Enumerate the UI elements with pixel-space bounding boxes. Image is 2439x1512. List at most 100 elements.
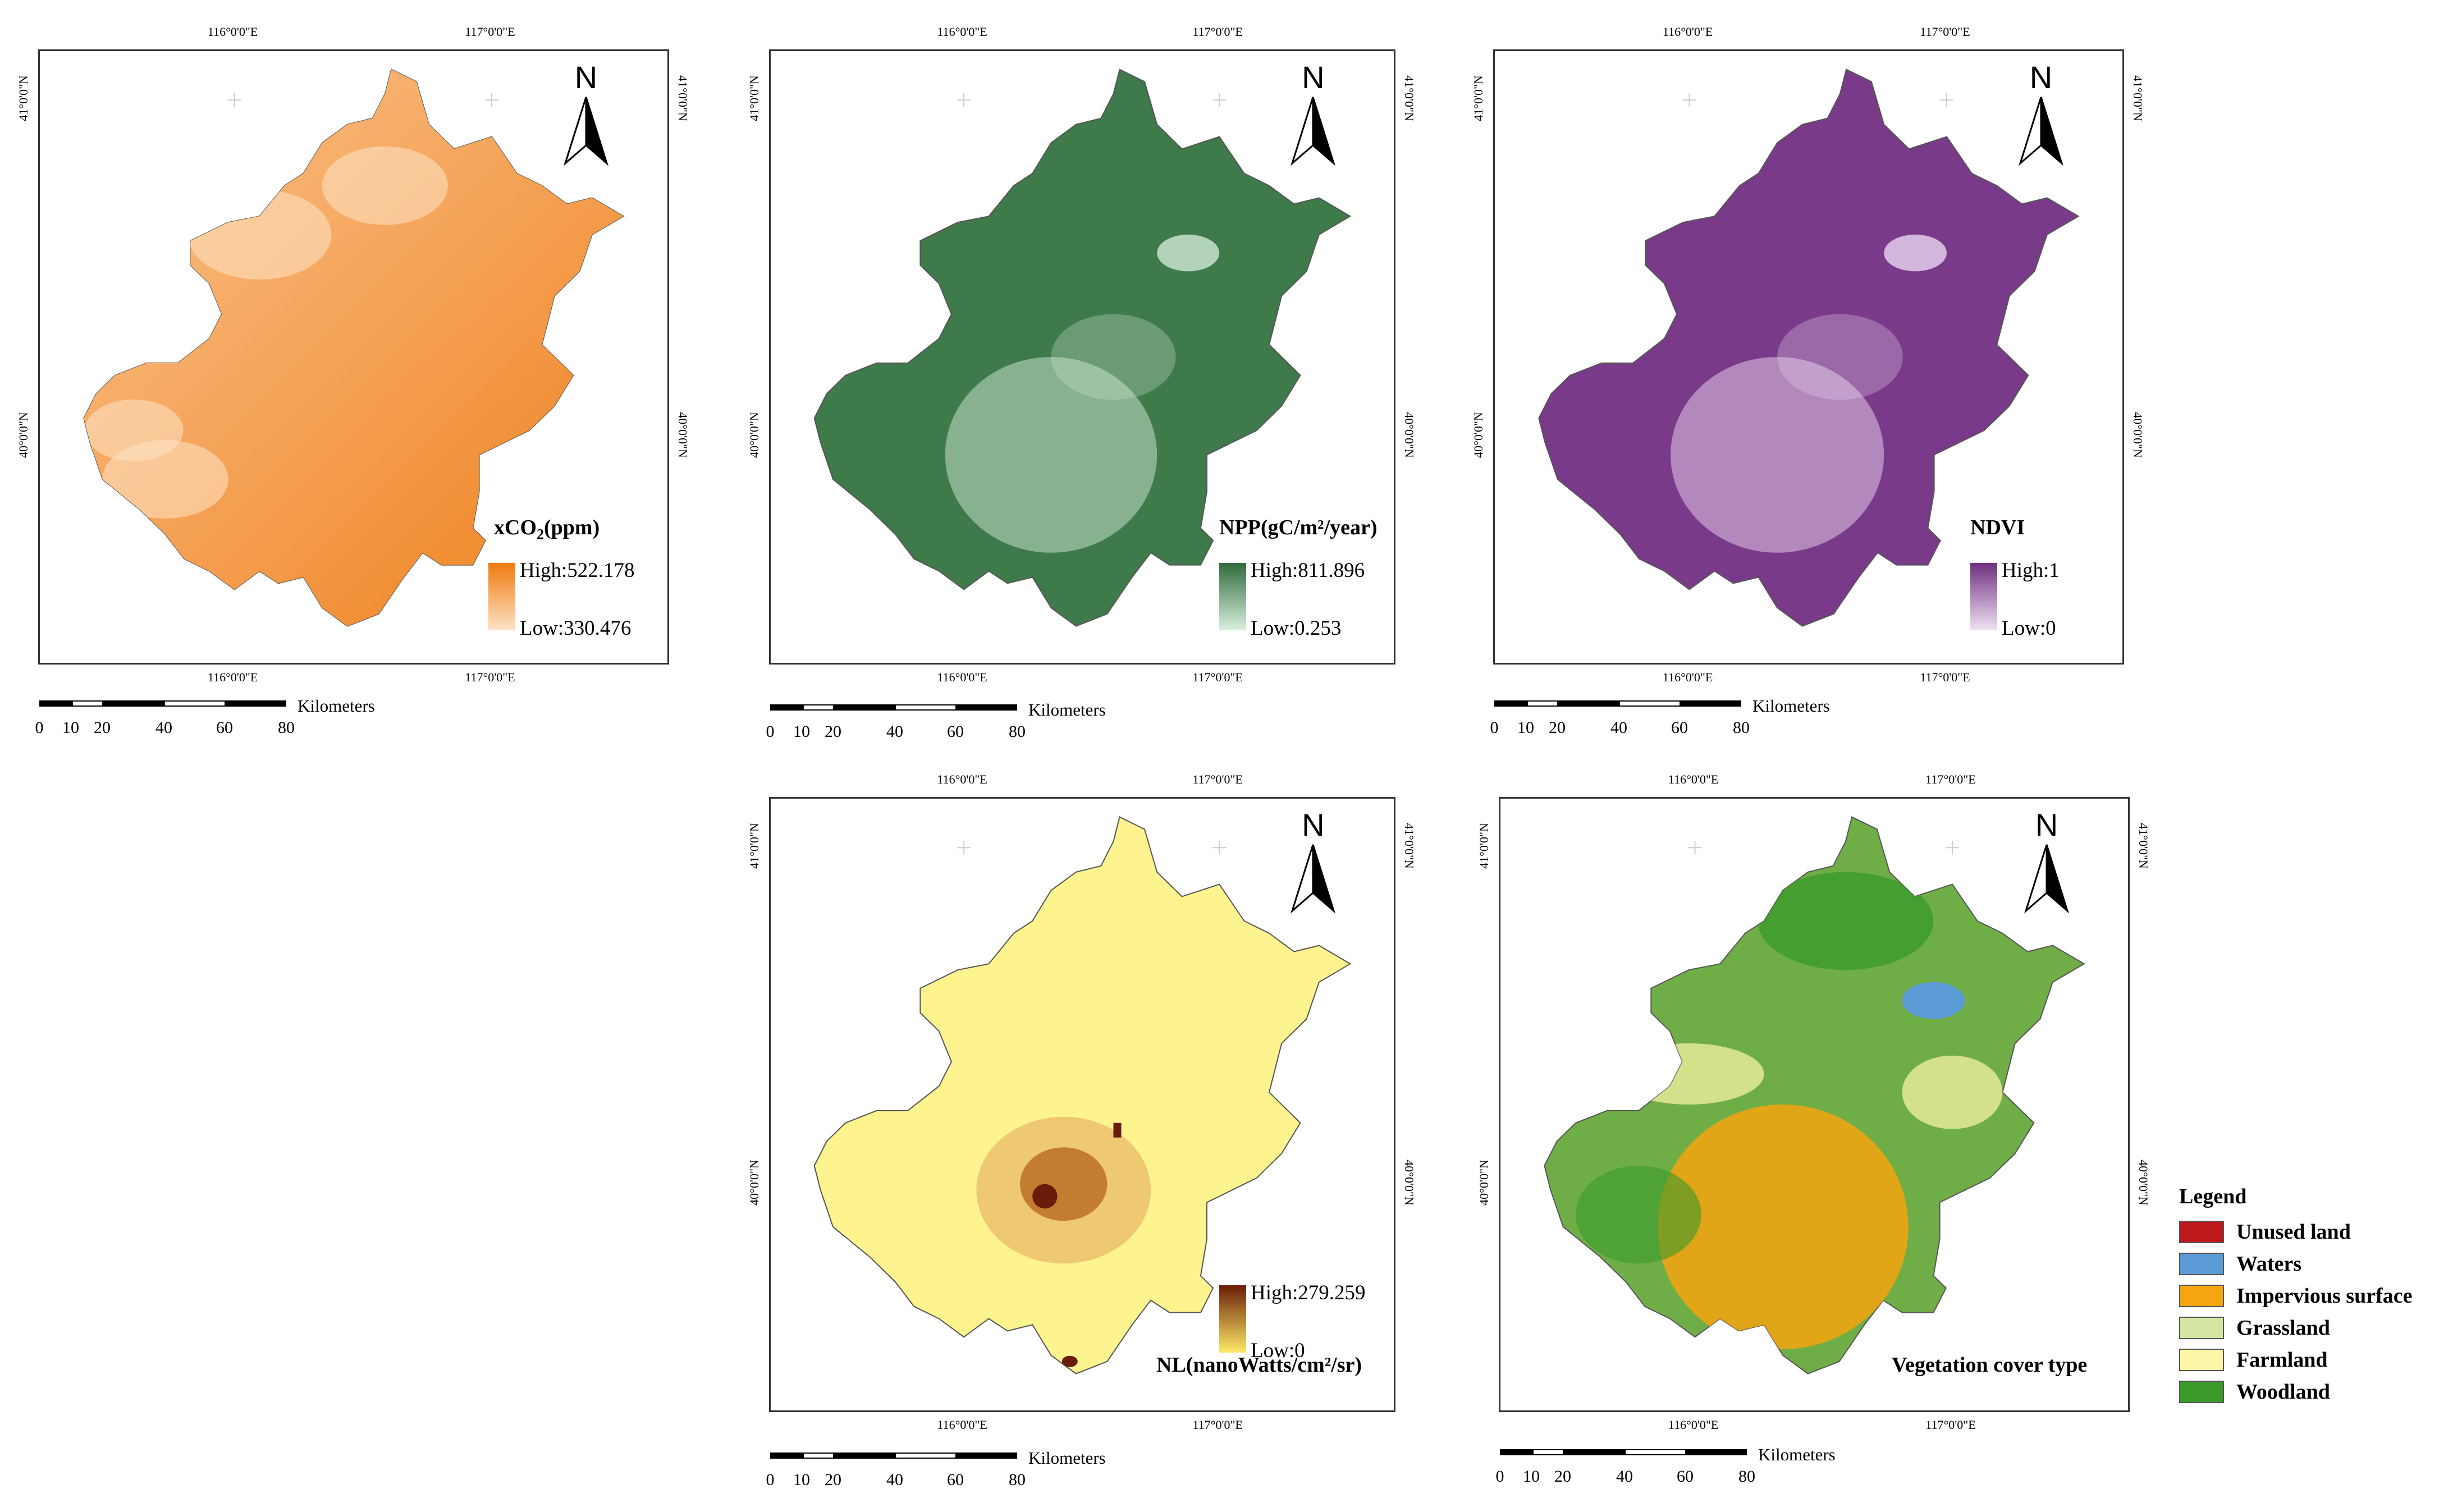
scale-tick-label: 80 [1009, 722, 1026, 741]
scale-tick-label: 20 [94, 718, 111, 737]
left-latitude-41-label: 41°0'0"N [747, 75, 761, 122]
scale-tick-label: 10 [793, 1470, 810, 1489]
map-title: NDVI [1970, 516, 2025, 539]
beijing-region-map [83, 68, 625, 627]
scale-tick-label: 0 [766, 722, 775, 741]
color-ramp-low-label: Low:330.476 [520, 617, 632, 640]
north-arrow-label: N [2029, 59, 2053, 95]
top-longitude-116-label: 116°0'0"E [1662, 25, 1713, 39]
scale-tick-label: 80 [1733, 718, 1750, 737]
color-ramp-bar [1219, 1285, 1246, 1353]
color-ramp-high-label: High:522.178 [520, 559, 635, 582]
scale-tick-label: 10 [1517, 718, 1534, 737]
left-latitude-40-label: 40°0'0"N [1471, 411, 1485, 458]
bottom-longitude-116-label: 116°0'0"E [1662, 670, 1713, 684]
scale-tick-label: 80 [1009, 1470, 1026, 1489]
legend-item: Impervious surface [2179, 1280, 2412, 1312]
color-ramp-high-label: High:279.259 [1251, 1281, 1366, 1304]
top-longitude-116-label: 116°0'0"E [207, 25, 258, 39]
scale-tick-label: 0 [35, 718, 44, 737]
right-latitude-40-label: 40°0'0"N [1402, 1159, 1416, 1206]
scale-tick-label: 40 [886, 722, 903, 741]
north-arrow: N [2021, 807, 2072, 917]
map-frame: N [1499, 797, 2130, 1412]
map-frame: N [1493, 49, 2124, 665]
legend-item: Waters [2179, 1248, 2412, 1280]
bottom-longitude-117-label: 117°0'0"E [1192, 670, 1243, 684]
right-latitude-41-label: 41°0'0"N [676, 75, 690, 122]
legend-item-label: Woodland [2236, 1380, 2330, 1404]
beijing-region-map [1538, 68, 2080, 627]
right-latitude-40-label: 40°0'0"N [2136, 1159, 2150, 1206]
legend-swatch [2179, 1316, 2224, 1339]
legend-swatch [2179, 1348, 2224, 1371]
left-latitude-41-label: 41°0'0"N [1471, 75, 1485, 122]
left-latitude-41-label: 41°0'0"N [747, 823, 761, 869]
scale-tick-label: 40 [1610, 718, 1627, 737]
north-arrow: N [2016, 59, 2066, 169]
bottom-longitude-116-label: 116°0'0"E [1668, 1418, 1719, 1432]
top-longitude-116-label: 116°0'0"E [937, 772, 987, 786]
top-longitude-116-label: 116°0'0"E [937, 25, 987, 39]
right-latitude-41-label: 41°0'0"N [1402, 75, 1416, 122]
vegetation-legend: Legend Unused land Waters Impervious surfa… [2179, 1184, 2412, 1408]
scale-tick-label: 10 [62, 718, 79, 737]
scale-tick-label: 0 [766, 1470, 775, 1489]
legend-item-label: Waters [2236, 1252, 2302, 1276]
north-arrow-icon [2018, 97, 2063, 166]
color-ramp-high-label: High:811.896 [1251, 559, 1365, 582]
scale-tick-label: 20 [825, 1470, 841, 1489]
scale-tick-label: 0 [1495, 1467, 1504, 1486]
north-arrow-label: N [574, 59, 598, 95]
north-arrow-icon [1291, 844, 1336, 914]
scale-unit-label: Kilometers [298, 696, 375, 716]
top-longitude-116-label: 116°0'0"E [1668, 772, 1719, 786]
bottom-longitude-116-label: 116°0'0"E [937, 1418, 987, 1432]
legend-swatch [2179, 1284, 2224, 1307]
color-ramp-bar [488, 563, 515, 630]
scale-tick-label: 60 [1677, 1467, 1694, 1486]
left-latitude-40-label: 40°0'0"N [1477, 1159, 1491, 1206]
color-ramp-bar [1219, 563, 1246, 630]
legend-item-label: Grassland [2236, 1316, 2330, 1340]
north-arrow-icon [2024, 844, 2069, 914]
legend-item: Woodland [2179, 1376, 2412, 1408]
scale-tick-label: 40 [155, 718, 172, 737]
map-frame: N [769, 797, 1395, 1412]
top-longitude-117-label: 117°0'0"E [1925, 772, 1976, 786]
map-title: NL(nanoWatts/cm²/sr) [1156, 1353, 1362, 1377]
title-subscript: 2 [537, 526, 544, 543]
north-arrow-icon [1291, 97, 1336, 166]
scale-tick-label: 80 [278, 718, 295, 737]
legend-item: Grassland [2179, 1312, 2412, 1344]
scale-tick-label: 60 [216, 718, 233, 737]
legend-item: Unused land [2179, 1216, 2412, 1248]
legend-swatch [2179, 1252, 2224, 1275]
bottom-longitude-116-label: 116°0'0"E [207, 670, 258, 684]
top-longitude-117-label: 117°0'0"E [1920, 25, 1970, 39]
top-longitude-117-label: 117°0'0"E [465, 25, 515, 39]
right-latitude-41-label: 41°0'0"N [2136, 823, 2150, 869]
scale-unit-label: Kilometers [1758, 1445, 1836, 1464]
bottom-longitude-117-label: 117°0'0"E [1192, 1418, 1243, 1432]
scale-tick-label: 60 [947, 722, 964, 741]
legend-item-label: Impervious surface [2236, 1284, 2413, 1308]
scale-tick-label: 10 [793, 722, 810, 741]
beijing-region-map [1544, 816, 2085, 1374]
scale-unit-label: Kilometers [1028, 700, 1106, 720]
top-longitude-117-label: 117°0'0"E [1192, 772, 1243, 786]
left-latitude-40-label: 40°0'0"N [747, 411, 761, 458]
map-title: Vegetation cover type [1892, 1353, 2088, 1377]
scale-tick-label: 20 [1554, 1467, 1571, 1486]
scale-tick-label: 40 [1616, 1467, 1633, 1486]
color-ramp-low-label: Low:0.253 [1251, 617, 1342, 640]
map-title: xCO2(ppm) [494, 515, 600, 543]
beijing-region-shape [813, 816, 1352, 1374]
color-ramp-low-label: Low:0 [2002, 617, 2056, 640]
scale-tick-label: 60 [947, 1470, 964, 1489]
bottom-longitude-117-label: 117°0'0"E [465, 670, 515, 684]
scale-tick-label: 10 [1523, 1467, 1540, 1486]
bottom-longitude-117-label: 117°0'0"E [1920, 670, 1970, 684]
north-arrow-label: N [1302, 807, 1325, 842]
scale-tick-label: 60 [1671, 718, 1688, 737]
